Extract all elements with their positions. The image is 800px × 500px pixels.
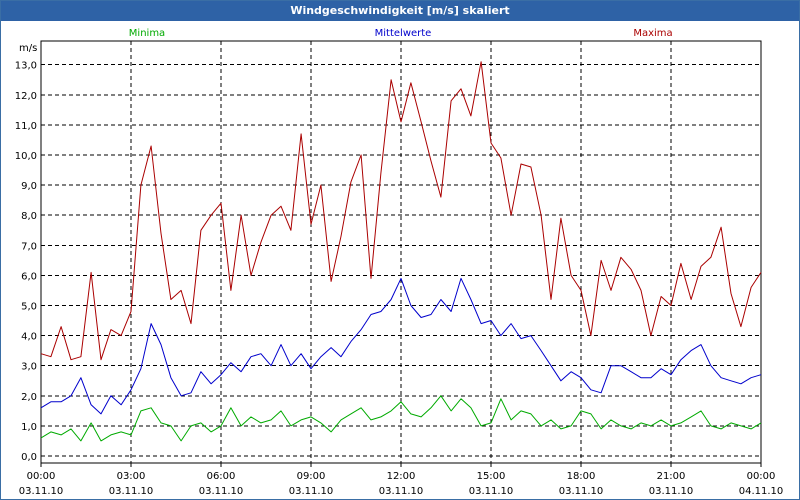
y-tick-label: 0,0	[21, 452, 37, 463]
x-tick-date: 03.11.10	[559, 486, 604, 497]
y-tick-label: 3,0	[21, 362, 37, 373]
x-tick-date: 03.11.10	[109, 486, 154, 497]
x-tick-time: 06:00	[207, 471, 236, 482]
plot-frame	[40, 40, 762, 464]
x-tick-time: 09:00	[297, 471, 326, 482]
x-tick-time: 00:00	[27, 471, 56, 482]
x-tick-date: 03.11.10	[649, 486, 694, 497]
x-tick-time: 21:00	[657, 471, 686, 482]
x-tick-time: 18:00	[567, 471, 596, 482]
y-tick-label: 8,0	[21, 211, 37, 222]
y-tick-label: 11,0	[15, 121, 37, 132]
y-tick-label: 2,0	[21, 392, 37, 403]
series-line-minima	[40, 395, 762, 442]
x-tick-date: 03.11.10	[289, 486, 334, 497]
x-tick-date: 03.11.10	[199, 486, 244, 497]
y-tick-label: 13,0	[15, 61, 37, 72]
y-tick-label: 9,0	[21, 181, 37, 192]
y-tick-label: 10,0	[15, 151, 37, 162]
x-tick-time: 12:00	[387, 471, 416, 482]
series-line-maxima	[40, 61, 762, 361]
x-tick-time: 00:00	[747, 471, 776, 482]
x-tick-date: 03.11.10	[19, 486, 64, 497]
y-tick-label: 5,0	[21, 302, 37, 313]
legend-minima: Minima	[129, 28, 165, 39]
x-tick-date: 03.11.10	[469, 486, 514, 497]
chart-title: Windgeschwindigkeit [m/s] skaliert	[1, 1, 799, 21]
series-line-mittelwerte	[40, 277, 762, 415]
y-tick-label: 1,0	[21, 422, 37, 433]
legend-maxima: Maxima	[633, 28, 672, 39]
x-tick-date: 04.11.10	[739, 486, 784, 497]
x-tick-date: 03.11.10	[379, 486, 424, 497]
y-axis-label: m/s	[19, 43, 37, 54]
x-tick-time: 15:00	[477, 471, 506, 482]
legend-mittelwerte: Mittelwerte	[375, 28, 432, 39]
y-tick-label: 4,0	[21, 332, 37, 343]
y-tick-label: 12,0	[15, 91, 37, 102]
y-tick-label: 6,0	[21, 271, 37, 282]
x-tick-time: 03:00	[117, 471, 146, 482]
y-tick-label: 7,0	[21, 241, 37, 252]
